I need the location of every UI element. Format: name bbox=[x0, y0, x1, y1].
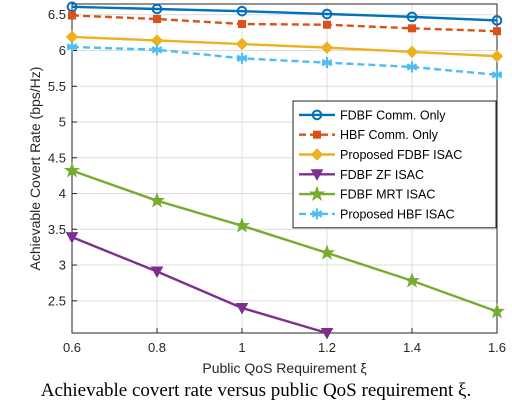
marker-asterisk bbox=[321, 57, 333, 69]
y-tick-label: 4 bbox=[59, 186, 66, 201]
legend-item: HBF Comm. Only bbox=[299, 128, 439, 142]
marker-circle bbox=[151, 3, 163, 15]
legend-item: FDBF MRT ISAC bbox=[299, 185, 435, 202]
legend-item: FDBF ZF ISAC bbox=[299, 168, 424, 182]
legend-label: HBF Comm. Only bbox=[340, 128, 439, 142]
marker-triangle-down bbox=[150, 266, 164, 279]
x-tick-label: 0.8 bbox=[148, 340, 166, 355]
marker-triangle-down bbox=[310, 169, 324, 181]
marker-diamond bbox=[65, 30, 79, 44]
marker-square bbox=[238, 20, 246, 29]
legend-label: FDBF ZF ISAC bbox=[340, 168, 424, 182]
series-layer bbox=[63, 1, 506, 340]
series-line bbox=[71, 236, 328, 335]
legend-item: FDBF Comm. Only bbox=[299, 108, 446, 122]
x-tick-label: 1.6 bbox=[488, 340, 506, 355]
y-tick-label: 3.5 bbox=[48, 222, 66, 237]
x-tick-label: 1.2 bbox=[318, 340, 336, 355]
series-line bbox=[71, 45, 498, 77]
marker-asterisk bbox=[151, 44, 163, 56]
marker-diamond bbox=[490, 50, 504, 63]
marker-circle bbox=[406, 11, 418, 23]
marker-circle bbox=[236, 5, 248, 17]
marker-asterisk bbox=[66, 41, 78, 53]
series-line bbox=[71, 14, 498, 33]
x-tick-label: 1.4 bbox=[403, 340, 421, 355]
series-line bbox=[71, 169, 498, 313]
marker-square bbox=[323, 20, 331, 29]
series-5 bbox=[66, 41, 503, 81]
y-tick-label: 5 bbox=[59, 115, 66, 130]
y-tick-label: 3 bbox=[59, 258, 66, 273]
y-tick-label: 2.5 bbox=[48, 293, 66, 308]
figure-caption: Achievable covert rate versus public QoS… bbox=[40, 380, 472, 401]
legend-label: FDBF MRT ISAC bbox=[340, 188, 435, 202]
y-tick-label: 4.5 bbox=[48, 150, 66, 165]
y-axis-label: Achievable Covert Rate (bps/Hz) bbox=[27, 67, 43, 271]
legend-label: FDBF Comm. Only bbox=[340, 108, 446, 122]
y-tick-label: 6 bbox=[59, 43, 66, 58]
legend-label: Proposed HBF ISAC bbox=[340, 207, 455, 221]
marker-diamond bbox=[320, 41, 334, 54]
legend-box bbox=[292, 100, 497, 229]
marker-circle bbox=[311, 109, 323, 121]
marker-square bbox=[68, 11, 76, 20]
series-2 bbox=[65, 30, 504, 63]
x-tick-label: 1 bbox=[238, 340, 245, 355]
marker-diamond bbox=[235, 37, 249, 51]
marker-star bbox=[318, 244, 336, 260]
marker-triangle-down bbox=[65, 232, 79, 244]
marker-square bbox=[493, 27, 501, 36]
legend-item: Proposed HBF ISAC bbox=[299, 207, 455, 221]
series-0 bbox=[66, 1, 503, 26]
marker-asterisk bbox=[406, 61, 418, 73]
legend: FDBF Comm. Only HBF Comm. Only Proposed FD… bbox=[292, 100, 497, 229]
marker-square bbox=[408, 24, 416, 33]
y-tick-label: 6.5 bbox=[48, 7, 66, 22]
series-4 bbox=[63, 162, 506, 319]
x-tick-label: 0.6 bbox=[63, 340, 81, 355]
marker-asterisk bbox=[236, 52, 248, 64]
marker-circle bbox=[66, 1, 78, 13]
series-line bbox=[71, 35, 498, 58]
marker-star bbox=[233, 217, 251, 233]
marker-circle bbox=[321, 8, 333, 20]
legend-item: Proposed FDBF ISAC bbox=[299, 148, 462, 162]
marker-star bbox=[488, 303, 506, 319]
chart: 0.6 0.8 1 1.2 1.4 1.6 2.5 3 3.5 4 4.5 5 5.5 6 6.5 FDBF… bbox=[27, 1, 506, 376]
marker-diamond bbox=[405, 45, 419, 59]
marker-circle bbox=[491, 15, 503, 26]
marker-triangle-down bbox=[235, 302, 249, 315]
marker-triangle-down bbox=[320, 328, 334, 340]
marker-square bbox=[313, 130, 321, 139]
series-3 bbox=[65, 232, 334, 340]
marker-asterisk bbox=[491, 69, 503, 81]
marker-star bbox=[308, 185, 326, 201]
marker-star bbox=[63, 162, 81, 178]
marker-star bbox=[148, 192, 166, 208]
y-tick-label: 5.5 bbox=[48, 79, 66, 94]
axis-ticks: 0.6 0.8 1 1.2 1.4 1.6 2.5 3 3.5 4 4.5 5 5.5 6 6.5 bbox=[48, 7, 506, 355]
marker-square bbox=[153, 15, 161, 24]
series-line bbox=[71, 5, 498, 22]
x-axis-label: Public QoS Requirement ξ bbox=[202, 360, 366, 376]
marker-star bbox=[403, 272, 421, 288]
marker-asterisk bbox=[311, 208, 323, 220]
legend-label: Proposed FDBF ISAC bbox=[340, 148, 462, 162]
series-1 bbox=[68, 11, 501, 36]
marker-diamond bbox=[310, 148, 324, 161]
